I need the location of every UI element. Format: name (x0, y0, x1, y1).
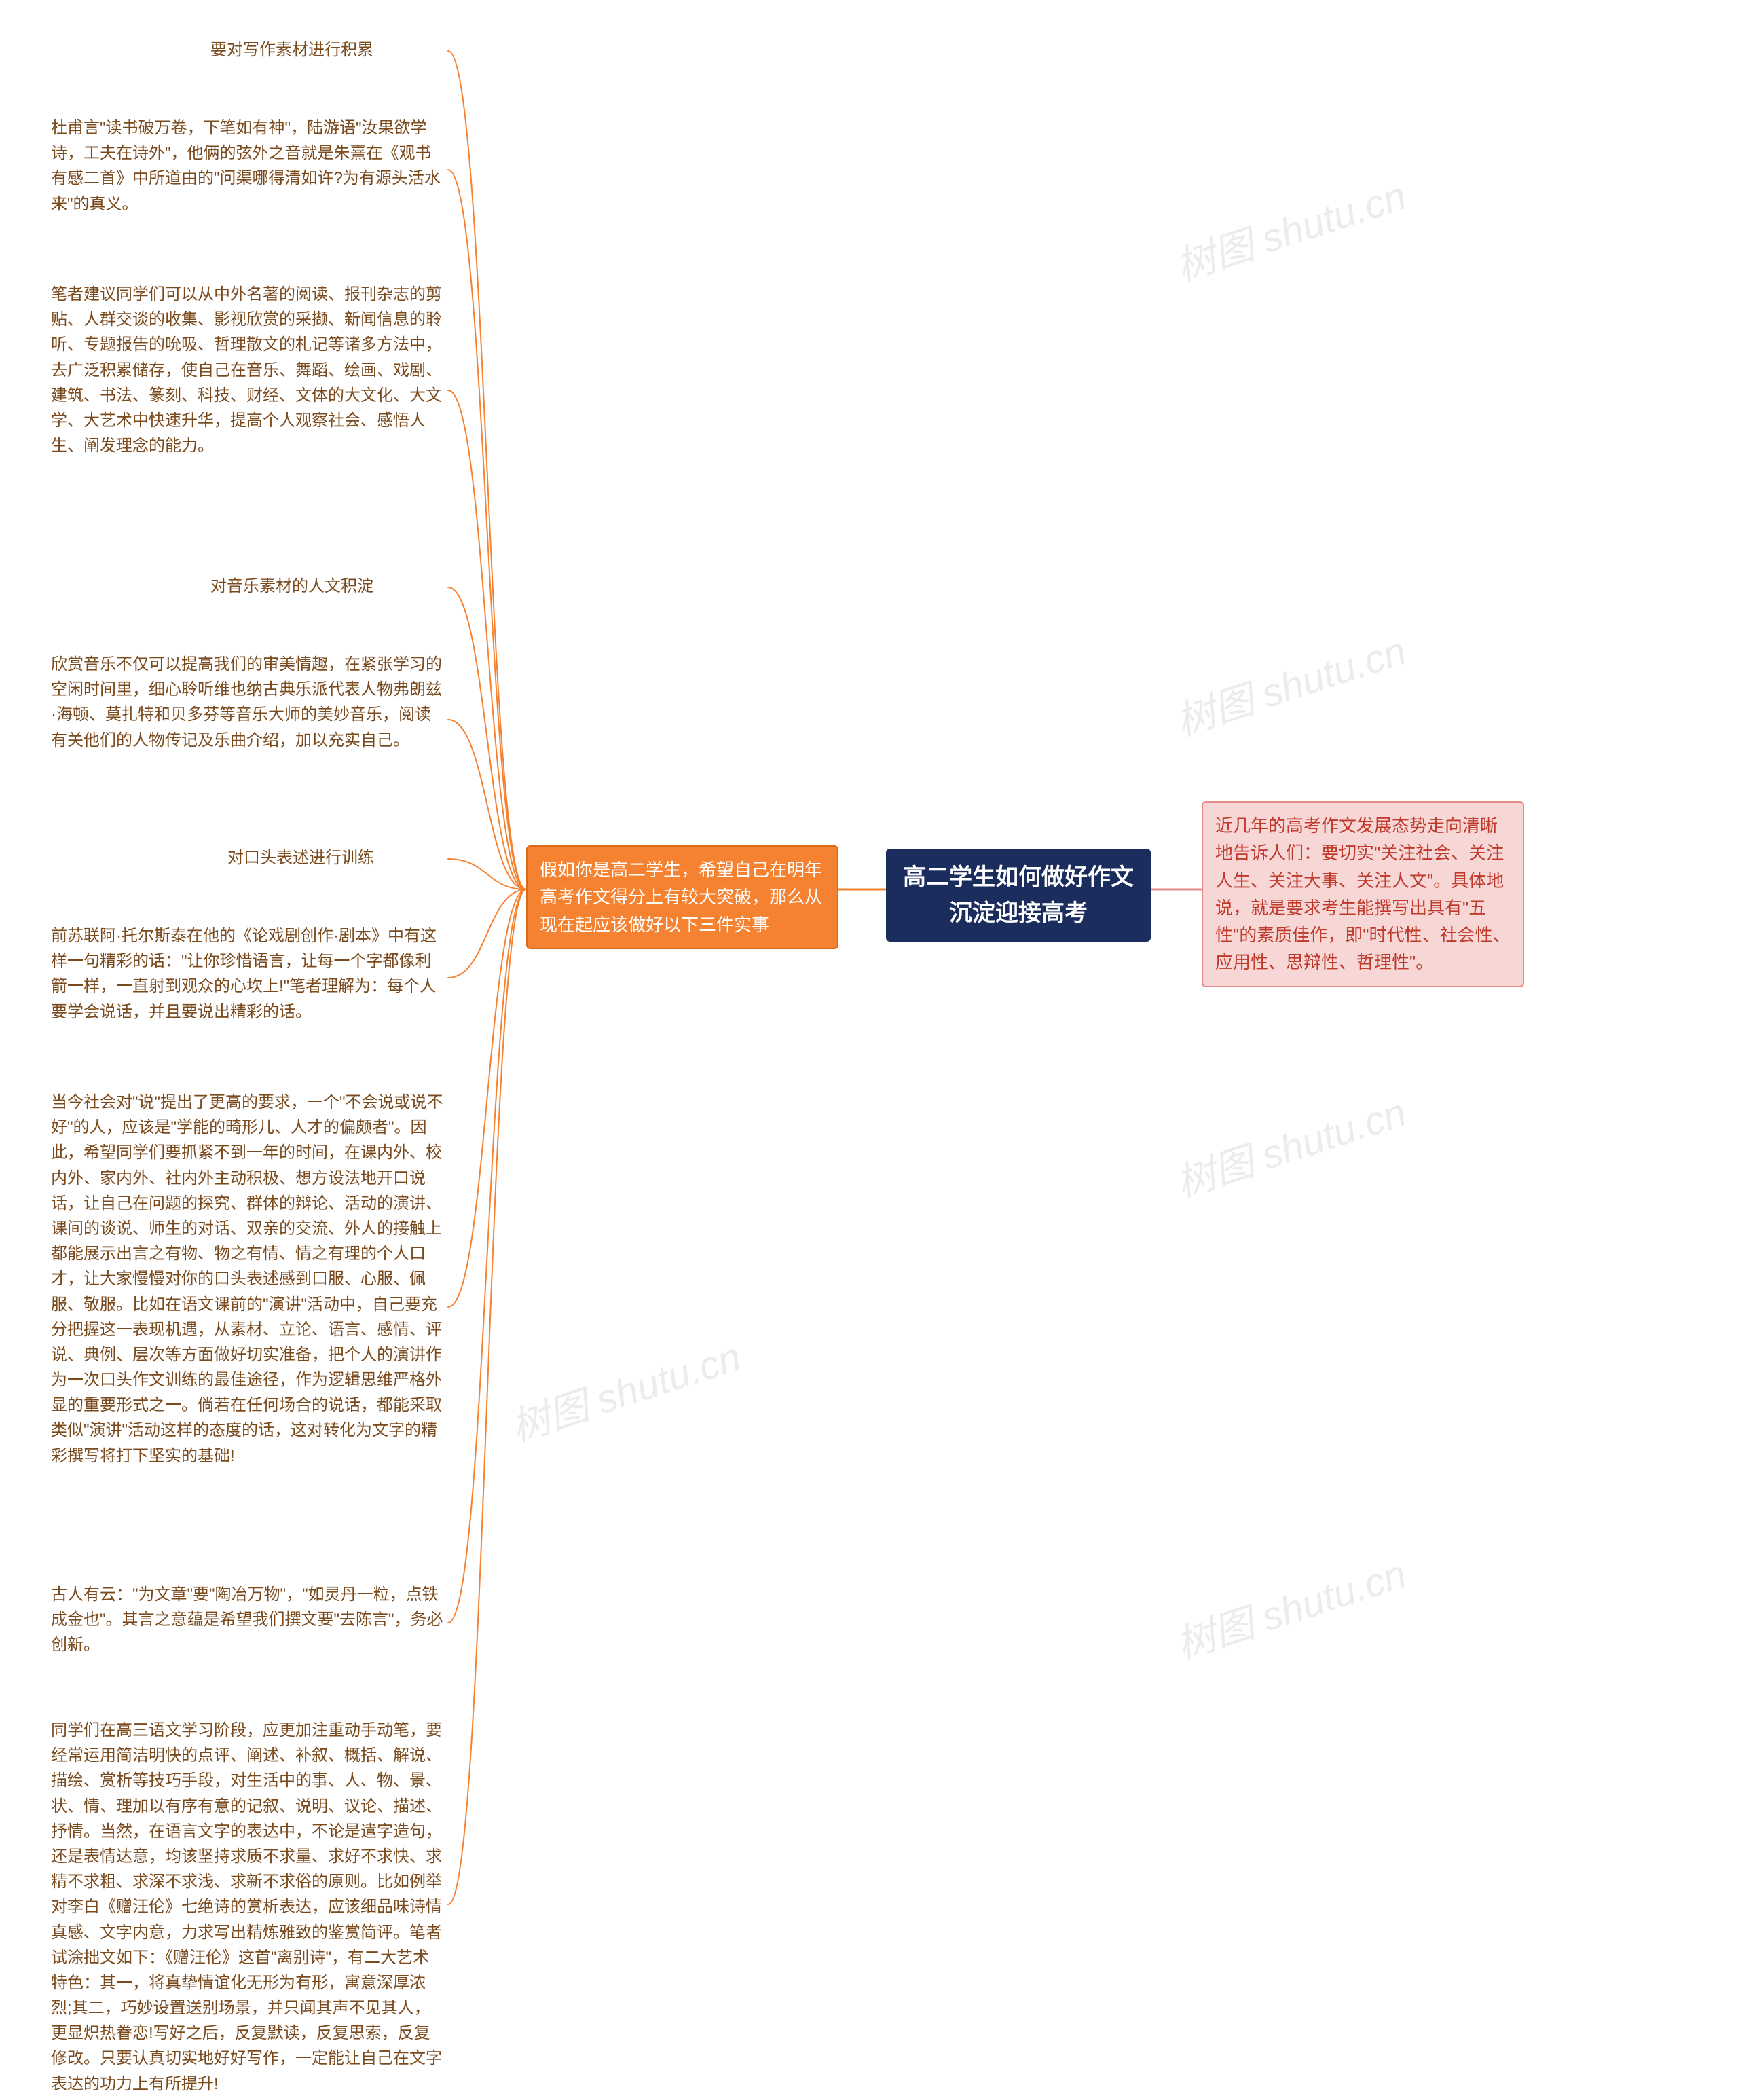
leaf-label: 杜甫言"读书破万卷，下笔如有神"，陆游语"汝果欲学诗，工夫在诗外"，他俩的弦外之… (51, 119, 441, 213)
left-main-node[interactable]: 假如你是高二学生，希望自己在明年高考作文得分上有较大突破，那么从现在起应该做好以… (526, 845, 838, 949)
leaf-label: 欣赏音乐不仅可以提高我们的审美情趣，在紧张学习的空闲时间里，细心聆听维也纳古典乐… (51, 655, 442, 750)
watermark-2: 树图 shutu.cn (1168, 619, 1412, 746)
leaf-label: 当今社会对"说"提出了更高的要求，一个"不会说或说不好"的人，应该是"学能的畸形… (51, 1093, 443, 1465)
leaf-node-4[interactable]: 欣赏音乐不仅可以提高我们的审美情趣，在紧张学习的空闲时间里，细心聆听维也纳古典乐… (51, 652, 445, 788)
leaf-node-5[interactable]: 对口头表述进行训练 (227, 845, 540, 872)
leaf-label: 笔者建议同学们可以从中外名著的阅读、报刊杂志的剪贴、人群交谈的收集、影视欣赏的采… (51, 285, 442, 455)
watermark-3: 树图 shutu.cn (1168, 1080, 1412, 1208)
leaf-node-0[interactable]: 要对写作素材进行积累 (210, 37, 536, 65)
center-node-label: 高二学生如何做好作文沉淀迎接高考 (900, 860, 1137, 931)
right-main-node[interactable]: 近几年的高考作文发展态势走向清晰地告诉人们：要切实"关注社会、关注人生、关注大事… (1202, 801, 1524, 987)
leaf-node-1[interactable]: 杜甫言"读书破万卷，下笔如有神"，陆游语"汝果欲学诗，工夫在诗外"，他俩的弦外之… (51, 115, 445, 224)
leaf-node-7[interactable]: 当今社会对"说"提出了更高的要求，一个"不会说或说不好"的人，应该是"学能的畸形… (51, 1090, 445, 1524)
leaf-label: 古人有云："为文章"要"陶冶万物"，"如灵丹一粒，点铁成金也"。其言之意蕴是希望… (51, 1585, 443, 1654)
leaf-label: 对音乐素材的人文积淀 (210, 577, 373, 595)
leaf-node-2[interactable]: 笔者建议同学们可以从中外名著的阅读、报刊杂志的剪贴、人群交谈的收集、影视欣赏的采… (51, 282, 445, 499)
center-node[interactable]: 高二学生如何做好作文沉淀迎接高考 (886, 849, 1151, 942)
leaf-label: 对口头表述进行训练 (227, 849, 374, 867)
leaf-label: 要对写作素材进行积累 (210, 41, 373, 59)
leaf-node-6[interactable]: 前苏联阿·托尔斯泰在他的《论戏剧创作·剧本》中有这样一句精彩的话："让你珍惜语言… (51, 923, 445, 1032)
watermark-4: 树图 shutu.cn (1168, 1542, 1412, 1670)
leaf-label: 前苏联阿·托尔斯泰在他的《论戏剧创作·剧本》中有这样一句精彩的话："让你珍惜语言… (51, 927, 437, 1021)
watermark-1: 树图 shutu.cn (1168, 164, 1412, 291)
right-main-label: 近几年的高考作文发展态势走向清晰地告诉人们：要切实"关注社会、关注人生、关注大事… (1215, 815, 1510, 972)
leaf-label: 同学们在高三语文学习阶段，应更加注重动手动笔，要经常运用简洁明快的点评、阐述、补… (51, 1721, 442, 2093)
leaf-node-3[interactable]: 对音乐素材的人文积淀 (210, 574, 536, 601)
left-main-label: 假如你是高二学生，希望自己在明年高考作文得分上有较大突破，那么从现在起应该做好以… (540, 860, 822, 935)
watermark-5: 树图 shutu.cn (502, 1325, 747, 1452)
leaf-node-9[interactable]: 同学们在高三语文学习阶段，应更加注重动手动笔，要经常运用简洁明快的点评、阐述、补… (51, 1718, 445, 2097)
leaf-node-8[interactable]: 古人有云："为文章"要"陶冶万物"，"如灵丹一粒，点铁成金也"。其言之意蕴是希望… (51, 1582, 445, 1663)
